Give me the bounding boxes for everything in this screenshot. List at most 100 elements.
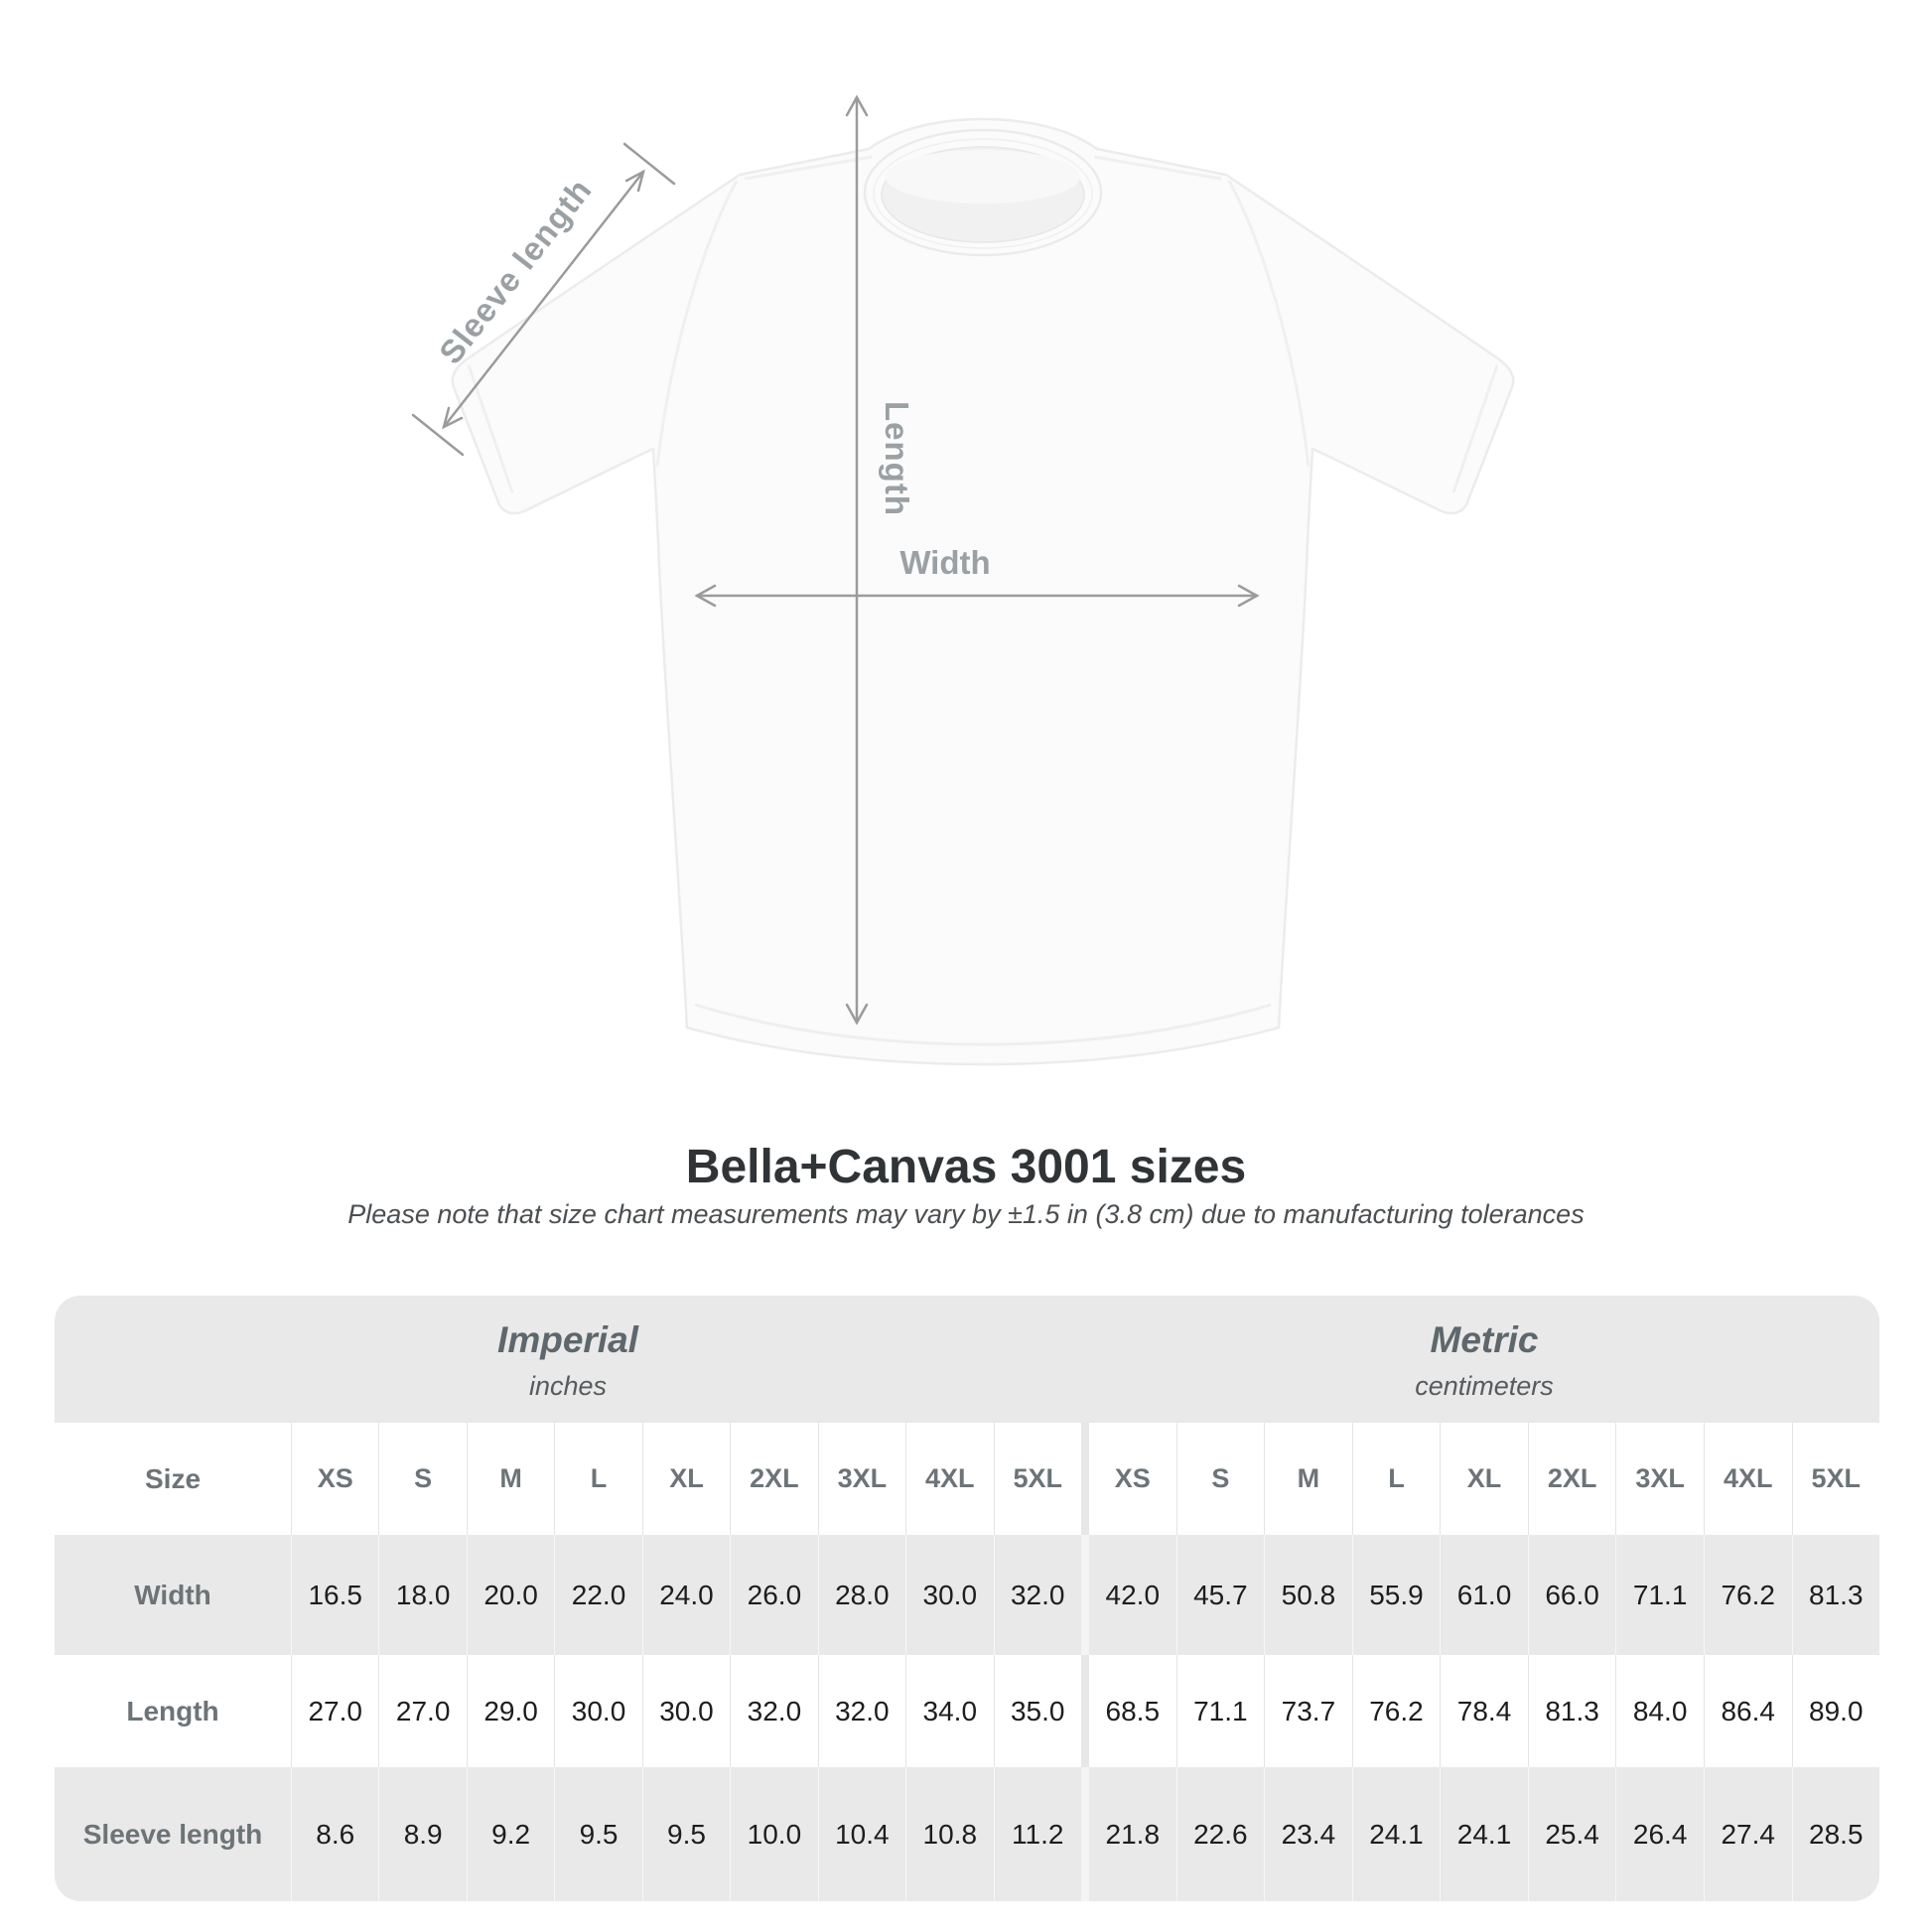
table-cell: 5XL (1791, 1423, 1880, 1535)
table-cell: 32.0 (993, 1535, 1081, 1655)
table-cell: 22.6 (1175, 1767, 1265, 1901)
table-cell: 8.6 (291, 1767, 378, 1901)
table-cell: 26.0 (730, 1535, 817, 1655)
size-header-label: Size (144, 1462, 202, 1494)
table-cell: 3XL (1615, 1423, 1704, 1535)
table-cell: 9.2 (466, 1767, 554, 1901)
table-cell: L (1351, 1423, 1441, 1535)
table-cell: 45.7 (1175, 1535, 1265, 1655)
width-metric-values: 42.0 45.7 50.8 55.9 61.0 66.0 71.1 76.2 81.3 (1089, 1535, 1879, 1655)
table-cell: XL (1440, 1423, 1528, 1535)
table-cell: XL (641, 1423, 730, 1535)
collar (863, 128, 1103, 257)
table-cell: 28.5 (1791, 1767, 1880, 1901)
table-cell: 11.2 (993, 1767, 1081, 1901)
table-cell: 5XL (993, 1423, 1081, 1535)
table-cell: 27.0 (378, 1655, 466, 1767)
unit-divider (1081, 1296, 1089, 1423)
width-label: Width (899, 544, 990, 581)
table-cell: 24.0 (641, 1535, 730, 1655)
table-cell: 32.0 (817, 1655, 905, 1767)
size-table: Imperial inches Metric centimeters Size … (55, 1296, 1879, 1901)
metric-group-title: Metric (1430, 1319, 1539, 1360)
tshirt-photo (451, 117, 1515, 1066)
table-cell: 18.0 (378, 1535, 466, 1655)
width-dimension-line (694, 584, 1260, 608)
table-cell: 23.4 (1264, 1767, 1352, 1901)
metric-size-headers: XS S M L XL 2XL 3XL 4XL 5XL (1089, 1423, 1879, 1535)
table-row-length: Length 27.0 27.0 29.0 30.0 30.0 32.0 32.0 34.0 3… (55, 1655, 1879, 1767)
table-cell: 27.0 (291, 1655, 378, 1767)
unit-divider (1081, 1535, 1089, 1655)
imperial-group-title: Imperial (497, 1319, 638, 1360)
table-cell: 86.4 (1703, 1655, 1792, 1767)
table-cell: M (466, 1423, 554, 1535)
table-cell: 66.0 (1527, 1535, 1616, 1655)
table-cell: 78.4 (1440, 1655, 1528, 1767)
table-cell: 30.0 (905, 1535, 993, 1655)
unit-divider (1081, 1767, 1089, 1901)
table-cell: 50.8 (1264, 1535, 1352, 1655)
table-cell: 76.2 (1351, 1655, 1441, 1767)
sleeve-length-dimension-line (411, 142, 676, 457)
page-title: Bella+Canvas 3001 sizes (685, 1141, 1247, 1193)
table-cell: 25.4 (1527, 1767, 1616, 1901)
table-cell: 2XL (1527, 1423, 1616, 1535)
table-cell: 73.7 (1264, 1655, 1352, 1767)
imperial-size-headers: XS S M L XL 2XL 3XL 4XL 5XL (291, 1423, 1081, 1535)
table-cell: 34.0 (905, 1655, 993, 1767)
table-cell: 9.5 (554, 1767, 641, 1901)
row-label-length: Length (126, 1695, 219, 1726)
row-label-width: Width (134, 1579, 211, 1610)
metric-group-unit: centimeters (1415, 1371, 1554, 1401)
table-cell: 28.0 (817, 1535, 905, 1655)
table-cell: 10.0 (730, 1767, 817, 1901)
table-cell: 20.0 (466, 1535, 554, 1655)
table-cell: 10.4 (817, 1767, 905, 1901)
table-cell: S (1175, 1423, 1265, 1535)
table-cell: 3XL (817, 1423, 905, 1535)
imperial-group-header: Imperial inches (55, 1296, 1081, 1423)
length-label: Length (879, 401, 915, 516)
table-cell: XS (1114, 1463, 1151, 1493)
table-cell: 9.5 (641, 1767, 730, 1901)
sleeve-metric-values: 21.8 22.6 23.4 24.1 24.1 25.4 26.4 27.4 28.5 (1089, 1767, 1879, 1901)
unit-group-header-row: Imperial inches Metric centimeters (55, 1296, 1879, 1423)
table-cell: 81.3 (1791, 1535, 1880, 1655)
table-cell: 61.0 (1440, 1535, 1528, 1655)
table-cell: 21.8 (1105, 1818, 1161, 1850)
table-cell: 10.8 (905, 1767, 993, 1901)
table-cell: 32.0 (730, 1655, 817, 1767)
table-cell: 8.9 (378, 1767, 466, 1901)
table-cell: 2XL (730, 1423, 817, 1535)
table-cell: 30.0 (641, 1655, 730, 1767)
table-cell: 76.2 (1703, 1535, 1792, 1655)
length-imperial-values: 27.0 27.0 29.0 30.0 30.0 32.0 32.0 34.0 35.0 (291, 1655, 1081, 1767)
tshirt-measurement-diagram: Length Width Sleeve length (411, 94, 1515, 1066)
table-cell: 4XL (905, 1423, 993, 1535)
table-cell: 81.3 (1527, 1655, 1616, 1767)
table-cell: 29.0 (466, 1655, 554, 1767)
table-cell: 27.4 (1703, 1767, 1792, 1901)
imperial-group-unit: inches (528, 1371, 608, 1401)
table-cell: 55.9 (1351, 1535, 1441, 1655)
length-dimension-line (845, 94, 869, 1026)
row-label-sleeve-length: Sleeve length (82, 1818, 263, 1850)
table-cell: 35.0 (993, 1655, 1081, 1767)
size-header-row: Size XS S M L XL 2XL 3XL 4XL 5XL XS S M L XL 2XL 3XL 4X… (55, 1423, 1879, 1535)
table-cell: 84.0 (1615, 1655, 1704, 1767)
table-cell: XS (291, 1423, 378, 1535)
table-cell: 71.1 (1615, 1535, 1704, 1655)
table-cell: L (554, 1423, 641, 1535)
table-cell: 42.0 (1105, 1579, 1161, 1610)
unit-divider (1081, 1423, 1089, 1535)
unit-divider (1081, 1655, 1089, 1767)
table-cell: 71.1 (1175, 1655, 1265, 1767)
table-cell: 89.0 (1791, 1655, 1880, 1767)
tolerance-note: Please note that size chart measurements… (347, 1199, 1585, 1229)
table-cell: M (1264, 1423, 1352, 1535)
length-metric-values: 68.5 71.1 73.7 76.2 78.4 81.3 84.0 86.4 89.0 (1089, 1655, 1879, 1767)
width-imperial-values: 16.5 18.0 20.0 22.0 24.0 26.0 28.0 30.0 32.0 (291, 1535, 1081, 1655)
table-cell: 26.4 (1615, 1767, 1704, 1901)
